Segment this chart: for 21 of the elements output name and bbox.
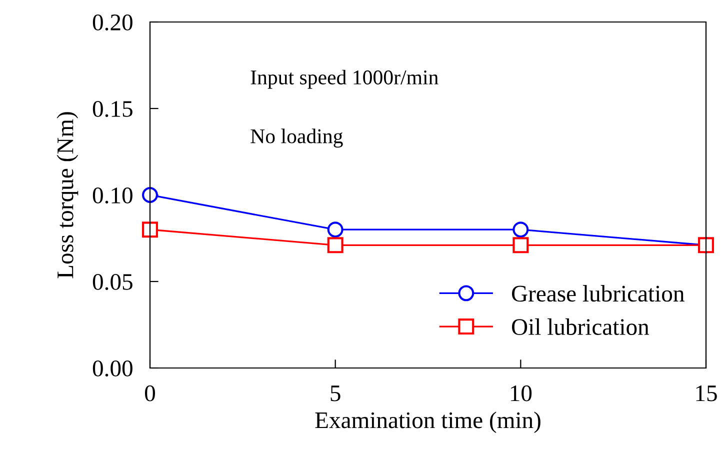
y-tick-label: 0.05 xyxy=(92,274,132,290)
y-axis-title: Loss torque (Nm) xyxy=(56,112,78,278)
x-tick-label: 0 xyxy=(144,385,156,402)
annotation: Input speed 1000r/min xyxy=(250,70,438,89)
y-tick-label: 0.20 xyxy=(92,14,132,31)
annotation: No loading xyxy=(250,128,343,148)
legend-label: Oil lubrication xyxy=(512,318,650,336)
point xyxy=(327,237,344,254)
y-tick-label: 0.00 xyxy=(92,360,132,377)
y-tick-label: 0.15 xyxy=(92,100,132,118)
legend-label: Grease lubrication xyxy=(512,285,684,302)
point xyxy=(512,237,529,254)
x-tick-label: 10 xyxy=(510,385,532,402)
y-tick-label: 0.10 xyxy=(92,187,132,204)
point xyxy=(327,222,344,238)
point xyxy=(142,187,158,203)
point xyxy=(512,222,529,238)
x-tick-label: 5 xyxy=(330,386,340,402)
x-axis-title: Examination time (min) xyxy=(315,412,540,434)
x-tick-label: 15 xyxy=(696,385,717,402)
point xyxy=(142,222,158,238)
